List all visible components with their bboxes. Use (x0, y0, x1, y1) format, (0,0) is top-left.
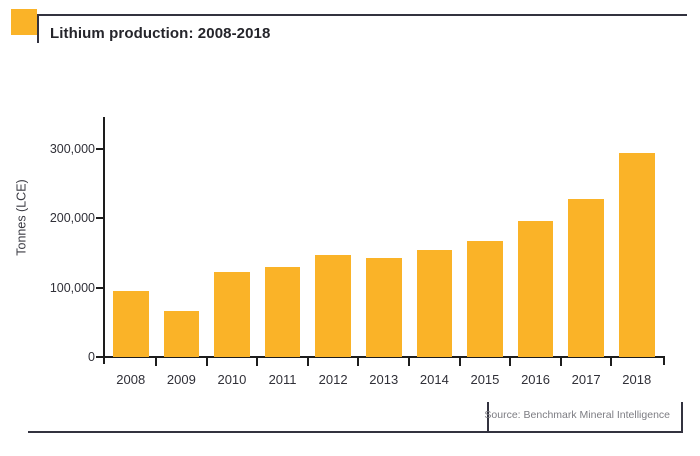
y-tick-label: 100,000 (49, 280, 95, 295)
bar-2009 (163, 311, 200, 357)
bar-2016 (517, 220, 554, 357)
x-label-2012: 2012 (318, 372, 348, 387)
x-label-2014: 2014 (419, 372, 449, 387)
y-tick-label: 0 (88, 350, 95, 364)
x-tick (155, 357, 158, 366)
y-axis-line (103, 117, 105, 364)
x-label-2010: 2010 (217, 372, 247, 387)
x-label-2013: 2013 (369, 372, 399, 387)
y-tick (96, 217, 104, 219)
source-box-left-edge (487, 402, 489, 433)
x-tick (610, 357, 613, 366)
x-axis-end-tick (663, 356, 665, 365)
x-tick (408, 357, 411, 366)
x-label-2017: 2017 (571, 372, 601, 387)
bar-2008 (113, 290, 149, 357)
x-tick (509, 357, 512, 366)
bar-2014 (416, 249, 453, 357)
x-label-2018: 2018 (622, 372, 652, 387)
x-axis-line (103, 356, 665, 358)
x-label-2009: 2009 (166, 372, 196, 387)
source-text: Source: Benchmark Mineral Intelligence (484, 409, 670, 421)
y-tick-label: 300,000 (49, 141, 95, 156)
x-tick (306, 357, 309, 366)
y-tick-label: 200,000 (49, 211, 95, 225)
x-tick (256, 357, 259, 366)
bar-2018 (619, 152, 655, 357)
bar-2011 (264, 266, 301, 357)
y-axis-title: Tonnes (LCE) (14, 179, 29, 256)
x-tick (357, 357, 360, 366)
bottom-rule (28, 431, 683, 433)
bar-2010 (214, 272, 250, 357)
chart-title: Lithium production: 2008-2018 (50, 25, 271, 42)
y-tick (96, 286, 104, 289)
x-label-2011: 2011 (268, 372, 297, 387)
bar-2012 (315, 254, 351, 357)
x-label-2008: 2008 (116, 372, 146, 387)
top-rule (37, 14, 687, 16)
bar-2017 (568, 199, 604, 357)
x-tick (458, 357, 461, 366)
bar-2013 (366, 258, 402, 357)
x-label-2015: 2015 (470, 372, 500, 387)
x-tick (205, 357, 208, 366)
source-box-right-edge (681, 402, 683, 433)
y-tick (96, 147, 104, 150)
top-rule-left-stub (37, 14, 39, 43)
x-tick (559, 357, 562, 366)
bar-2015 (467, 240, 503, 357)
benchmark-logo-square-icon (11, 9, 37, 35)
y-tick (96, 356, 104, 358)
x-label-2016: 2016 (521, 372, 550, 387)
